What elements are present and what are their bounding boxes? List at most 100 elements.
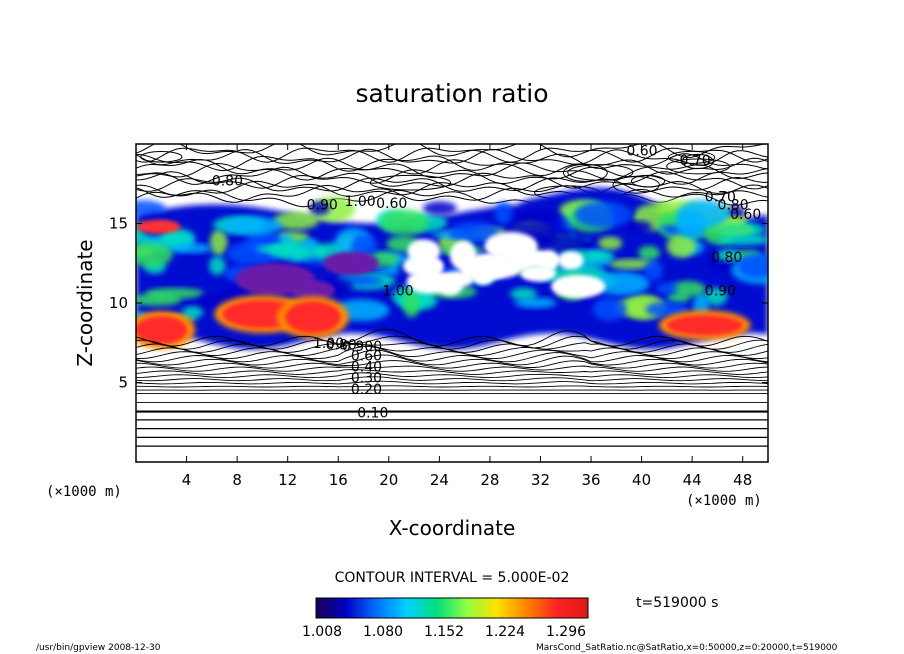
footer-right: MarsCond_SatRatio.nc@SatRatio,x=0:50000,…: [536, 643, 838, 653]
red-patch: [136, 219, 181, 234]
contour-label: 0.60: [376, 196, 407, 212]
x-tick-label: 12: [278, 471, 297, 489]
colorbar-ticks: 1.008 1.080 1.152 1.224 1.296: [302, 624, 586, 640]
band-patch: [301, 238, 318, 249]
colorbar-tick-label: 1.296: [546, 624, 586, 640]
contour-line: [136, 346, 768, 360]
y-axis-label: Z-coordinate: [73, 239, 97, 366]
x-tick-label: 8: [232, 471, 242, 489]
colorbar-tick-label: 1.080: [363, 624, 403, 640]
red-patch: [136, 316, 188, 345]
contour-label: 0.90: [307, 197, 338, 213]
contour-blob: [140, 151, 183, 163]
y-axis-ticks: 5 10 15: [109, 215, 768, 392]
x-axis-ticks: 4 8 12 16 20 24 28 32 36 40 44 48: [182, 144, 752, 489]
band-patch: [718, 233, 768, 246]
band-patch: [181, 306, 203, 319]
contour-label: 0.60: [626, 143, 657, 159]
x-tick-label: 32: [531, 471, 550, 489]
contour-line: [136, 157, 768, 177]
contour-line: [136, 372, 768, 379]
x-tick-label: 16: [329, 471, 348, 489]
contour-blob: [666, 158, 730, 175]
contour-label: 1.00: [382, 283, 413, 299]
contour-blob: [562, 163, 608, 182]
band-patch: [309, 201, 330, 216]
contour-line: [136, 360, 768, 369]
purple-patch: [290, 280, 335, 301]
contour-line: [136, 369, 768, 375]
contour-line: [136, 354, 768, 366]
x-axis-unit: (×1000 m): [686, 493, 762, 509]
colorbar-tick-label: 1.152: [424, 624, 464, 640]
x-tick-label: 48: [733, 471, 752, 489]
plot-field: 0.600.700.800.90 1.00 0.60 0.700.800.600.80…: [136, 143, 768, 447]
contour-line: [136, 176, 768, 193]
band-patch: [592, 297, 627, 321]
x-axis-label: X-coordinate: [389, 516, 516, 540]
contour-line: [136, 385, 768, 388]
band-patch: [675, 210, 708, 238]
contour-label: 0.10: [357, 406, 388, 422]
x-tick-label: 20: [379, 471, 398, 489]
x-tick-label: 4: [182, 471, 192, 489]
contour-labels: 0.600.700.800.90 1.00 0.60 0.700.800.600.80…: [212, 143, 761, 422]
contour-label: 0.80: [326, 337, 357, 353]
band-patch: [656, 282, 678, 295]
contour-line: [136, 171, 768, 190]
contour-label: 0.60: [730, 207, 761, 223]
contour-line: [136, 184, 768, 203]
upper-contour-lines: [136, 144, 768, 208]
contour-line: [136, 380, 768, 385]
contour-line: [136, 153, 768, 172]
contour-blob: [567, 164, 634, 181]
band-patch: [716, 248, 742, 262]
band-patch: [447, 221, 500, 244]
contour-label: 1.00: [313, 336, 344, 352]
contour-blob: [681, 153, 714, 170]
subsaturated-hole: [507, 253, 562, 266]
band-patch: [644, 260, 663, 281]
band-patch: [574, 201, 633, 228]
contour-line: [136, 342, 768, 353]
band-patch: [494, 201, 513, 225]
band-patch: [209, 256, 226, 276]
contour-label: 0.40: [351, 360, 382, 376]
band-patch: [510, 210, 567, 223]
contour-interval-text: CONTOUR INTERVAL = 5.000E-02: [335, 570, 570, 586]
contour-line: [136, 162, 768, 181]
y-tick-label: 10: [109, 294, 128, 312]
band-patch: [273, 211, 319, 230]
subsaturated-hole: [473, 270, 494, 285]
y-axis-unit: (×1000 m): [46, 484, 122, 500]
subsaturated-hole: [551, 274, 606, 299]
contour-label: 0.80: [717, 197, 748, 213]
contour-label: 0.20: [351, 382, 382, 398]
band-patch: [514, 297, 557, 309]
colorbar: [315, 597, 589, 619]
x-tick-label: 36: [581, 471, 600, 489]
contour-label: 0.60: [351, 348, 382, 364]
subsaturated-hole: [557, 251, 584, 270]
saturation-color-band: [136, 187, 768, 350]
contour-line: [136, 147, 768, 163]
contour-blob: [667, 150, 716, 164]
contour-line: [136, 166, 768, 185]
time-label: t=519000 s: [636, 595, 718, 611]
colorbar-tick-label: 1.008: [302, 624, 342, 640]
contour-line: [136, 144, 768, 159]
band-patch: [510, 287, 538, 301]
band-patch: [666, 292, 690, 303]
contour-blob: [630, 174, 666, 188]
contour-line: [136, 180, 768, 198]
band-patch: [737, 253, 768, 279]
contour-line: [136, 148, 768, 166]
contour-line: [136, 328, 768, 347]
band-patch: [136, 242, 173, 268]
band-patch: [725, 206, 746, 220]
band-patch: [175, 243, 212, 254]
x-tick-label: 40: [632, 471, 651, 489]
x-tick-label: 28: [480, 471, 499, 489]
contour-label: 1.00: [345, 194, 376, 210]
